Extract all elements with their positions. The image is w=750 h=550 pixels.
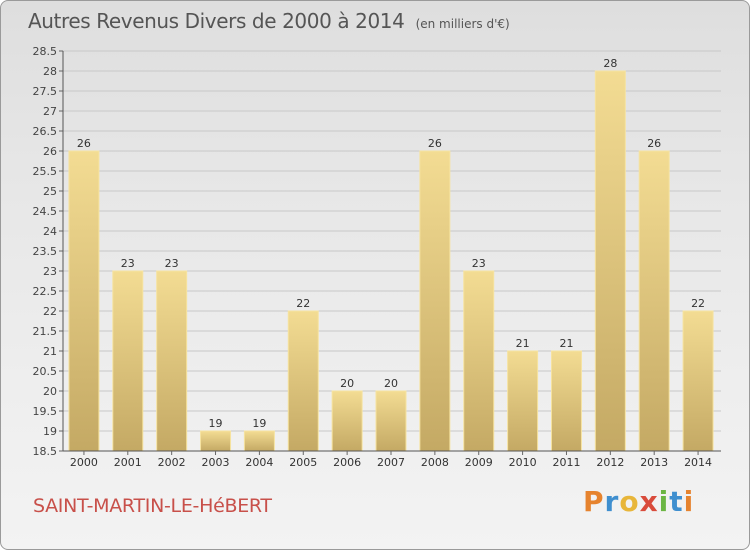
data-label: 22 bbox=[296, 297, 310, 310]
x-tick-label: 2012 bbox=[596, 456, 624, 469]
data-label: 19 bbox=[252, 417, 266, 430]
logo-letter: x bbox=[639, 485, 659, 518]
bar bbox=[331, 390, 363, 452]
axes bbox=[59, 50, 721, 455]
x-tick-label: 2002 bbox=[158, 456, 186, 469]
y-tick-label: 25 bbox=[43, 185, 57, 198]
bar bbox=[112, 270, 144, 452]
x-tick-label: 2005 bbox=[289, 456, 317, 469]
bar bbox=[375, 390, 407, 452]
logo-letter: t bbox=[669, 485, 684, 518]
data-label: 22 bbox=[691, 297, 705, 310]
bar bbox=[463, 270, 495, 452]
chart-subtitle: (en milliers d'€) bbox=[415, 17, 510, 31]
y-tick-label: 26 bbox=[43, 145, 57, 158]
y-tick-label: 25.5 bbox=[33, 165, 58, 178]
x-tick-label: 2008 bbox=[421, 456, 449, 469]
bar bbox=[68, 150, 100, 452]
y-tick-label: 27 bbox=[43, 105, 57, 118]
y-tick-label: 19.5 bbox=[33, 405, 58, 418]
commune-name: SAINT-MARTIN-LE-HéBERT bbox=[33, 495, 272, 517]
y-tick-label: 28.5 bbox=[33, 45, 58, 58]
x-tick-label: 2014 bbox=[684, 456, 712, 469]
y-tick-label: 23.5 bbox=[33, 245, 58, 258]
logo-letter: i bbox=[658, 485, 670, 518]
y-tick-label: 26.5 bbox=[33, 125, 58, 138]
y-tick-label: 21.5 bbox=[33, 325, 58, 338]
x-tick-label: 2010 bbox=[509, 456, 537, 469]
y-tick-label: 28 bbox=[43, 65, 57, 78]
x-tick-label: 2007 bbox=[377, 456, 405, 469]
x-tick-label: 2001 bbox=[114, 456, 142, 469]
chart-title: Autres Revenus Divers de 2000 à 2014 bbox=[28, 9, 405, 33]
bar bbox=[243, 430, 275, 452]
x-tick-label: 2006 bbox=[333, 456, 361, 469]
data-label: 23 bbox=[472, 257, 486, 270]
bars bbox=[68, 70, 714, 452]
data-label: 26 bbox=[428, 137, 442, 150]
bar bbox=[638, 150, 670, 452]
y-tick-label: 22 bbox=[43, 305, 57, 318]
logo-letter: i bbox=[683, 485, 695, 518]
x-tick-label: 2004 bbox=[245, 456, 273, 469]
logo-letter: o bbox=[619, 485, 640, 518]
data-label: 26 bbox=[77, 137, 91, 150]
bar bbox=[507, 350, 539, 452]
x-tick-label: 2011 bbox=[552, 456, 580, 469]
proxiti-logo: Proxiti bbox=[583, 485, 694, 518]
bar bbox=[287, 310, 319, 452]
y-tick-label: 24 bbox=[43, 225, 57, 238]
data-label: 19 bbox=[209, 417, 223, 430]
y-tick-label: 22.5 bbox=[33, 285, 58, 298]
logo-letter: r bbox=[604, 485, 620, 518]
bar bbox=[200, 430, 232, 452]
y-tick-label: 21 bbox=[43, 345, 57, 358]
bar bbox=[550, 350, 582, 452]
y-tick-label: 23 bbox=[43, 265, 57, 278]
bar bbox=[682, 310, 714, 452]
data-label: 20 bbox=[340, 377, 354, 390]
y-tick-label: 18.5 bbox=[33, 445, 58, 458]
y-tick-label: 27.5 bbox=[33, 85, 58, 98]
y-tick-label: 20.5 bbox=[33, 365, 58, 378]
logo-letter: P bbox=[583, 485, 605, 518]
data-label: 23 bbox=[121, 257, 135, 270]
y-tick-label: 19 bbox=[43, 425, 57, 438]
data-label: 23 bbox=[165, 257, 179, 270]
data-label: 21 bbox=[516, 337, 530, 350]
data-label: 21 bbox=[559, 337, 573, 350]
data-label: 28 bbox=[603, 57, 617, 70]
bar bbox=[594, 70, 626, 452]
bar bbox=[156, 270, 188, 452]
x-tick-label: 2013 bbox=[640, 456, 668, 469]
labels: 18.5 19 19.5 20 20.5 21 21.5 22 22.5 23 23.5 24 24.5… bbox=[33, 45, 713, 469]
y-tick-label: 24.5 bbox=[33, 205, 58, 218]
x-tick-label: 2000 bbox=[70, 456, 98, 469]
x-tick-label: 2009 bbox=[465, 456, 493, 469]
chart-title-block: Autres Revenus Divers de 2000 à 2014 (en… bbox=[28, 9, 510, 33]
data-label: 26 bbox=[647, 137, 661, 150]
x-tick-label: 2003 bbox=[202, 456, 230, 469]
data-label: 20 bbox=[384, 377, 398, 390]
y-tick-label: 20 bbox=[43, 385, 57, 398]
bar bbox=[419, 150, 451, 452]
